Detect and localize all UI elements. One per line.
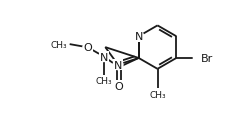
Circle shape (83, 43, 93, 53)
Circle shape (134, 32, 144, 42)
Text: Br: Br (201, 53, 214, 63)
Circle shape (193, 52, 207, 65)
Circle shape (99, 52, 109, 62)
Text: N: N (135, 32, 143, 42)
Text: CH₃: CH₃ (149, 90, 166, 99)
Text: CH₃: CH₃ (96, 77, 112, 86)
Text: N: N (114, 60, 122, 70)
Circle shape (113, 60, 123, 70)
Circle shape (114, 81, 124, 91)
Text: O: O (115, 81, 123, 91)
Text: O: O (84, 43, 92, 53)
Text: N: N (100, 52, 108, 62)
Text: CH₃: CH₃ (50, 40, 67, 49)
